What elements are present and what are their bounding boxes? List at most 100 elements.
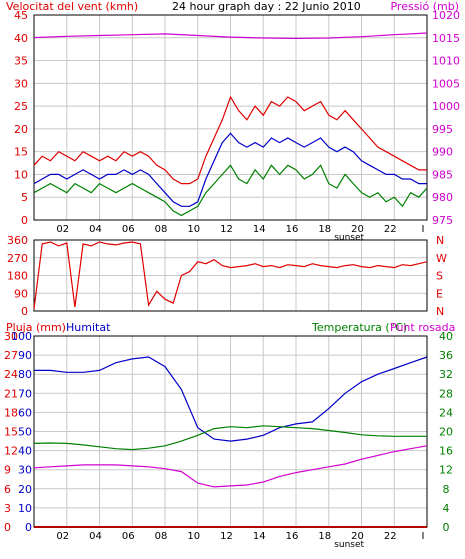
humidity-y-tick-label: 40 [18,445,32,458]
pressure-y-tick-label: 1010 [432,55,460,68]
wind-x-tick-label: 10 [187,224,200,235]
wind-x-tick-label: 04 [89,224,102,235]
wind-x-tick-label: 08 [155,224,168,235]
direction-y-tick-label: 180 [7,270,28,283]
humidity-y-tick-label: 30 [18,464,32,477]
temperature-y-tick-label: 40 [439,330,453,343]
wind-y-tick-label: 25 [14,100,28,113]
direction-cardinal-label: E [436,287,443,300]
direction-cardinal-label: N [436,234,444,247]
pressure-y-tick-label: 1015 [432,32,460,45]
humidity-series [34,356,428,442]
direction-y-tick-label: 360 [7,234,28,247]
direction-cardinal-label: N [436,305,444,318]
climate-x-tick-label: 20 [351,531,364,542]
direction-y-tick-label: 0 [21,305,28,318]
pressure-y-tick-label: 1000 [432,100,460,113]
humidity-y-tick-label: 80 [18,368,32,381]
wind-sunset-label: sunset [334,233,364,243]
humidity-y-tick-label: 10 [18,502,32,515]
direction-cardinal-label: S [436,270,443,283]
humidity-y-tick-label: 100 [11,330,32,343]
wind-gust-series [33,95,427,185]
humidity-y-tick-label: 50 [18,426,32,439]
direction-cardinal-label: W [436,252,447,265]
climate-x-tick-label: 16 [286,531,299,542]
wind-average-series [33,132,427,207]
graph-title: 24 hour graph day : 22 Junio 2010 [172,0,361,13]
pressure-y-tick-label: 980 [432,191,453,204]
wind-direction-series [33,241,428,310]
pressure-y-tick-label: 1020 [432,9,460,22]
rain-y-tick-label: 6 [4,483,11,496]
wind-x-tick-label: 12 [220,224,233,235]
temperature-y-tick-label: 32 [439,368,453,381]
wind-y-tick-label: 15 [14,146,28,159]
wind-y-tick-label: 40 [14,32,28,45]
wind-y-tick-label: 45 [14,9,28,22]
wind-x-tick-label: 16 [286,224,299,235]
wind-x-tick-label: I [422,224,425,235]
humidity-y-tick-label: 70 [18,387,32,400]
wind-x-tick-label: 22 [384,224,397,235]
humidity-y-tick-label: 0 [25,521,32,534]
pressure-axis-title: Pressió (mb) [390,0,459,13]
wind-y-tick-label: 35 [14,55,28,68]
dew-point-series [33,445,428,488]
rain-axis-title: Pluja (mm) [6,321,66,334]
wind-pressure-panel: 0510152025303540459759809859909951000100… [14,9,460,243]
rain-y-tick-label: 27 [4,349,18,362]
rain-y-tick-label: 12 [4,445,18,458]
rain-y-tick-label: 0 [4,521,11,534]
rain-y-tick-label: 3 [4,502,11,515]
rain-humidity-temperature-panel: 0369121518212427300102030405060708090100… [4,330,453,550]
wind-x-tick-label: 18 [318,224,331,235]
wind-x-tick-label: 20 [351,224,364,235]
wind-y-tick-label: 30 [14,77,28,90]
rain-y-tick-label: 9 [4,464,11,477]
rain-y-tick-label: 30 [4,330,18,343]
temperature-y-tick-label: 12 [439,464,453,477]
wind-x-tick-label: 02 [56,224,69,235]
humidity-y-tick-label: 60 [18,406,32,419]
pressure-series [33,32,428,40]
direction-y-tick-label: 90 [14,287,28,300]
wind-y-tick-label: 5 [21,191,28,204]
climate-x-tick-label: 14 [253,531,266,542]
humidity-y-tick-label: 90 [18,349,32,362]
temperature-y-tick-label: 4 [443,502,450,515]
humidity-axis-title: Humitat [66,321,111,334]
temperature-y-tick-label: 24 [439,406,453,419]
rain-y-tick-label: 24 [4,368,18,381]
pressure-y-tick-label: 985 [432,168,453,181]
climate-x-tick-label: 18 [318,531,331,542]
pressure-y-tick-label: 990 [432,146,453,159]
wind-y-tick-label: 0 [21,214,28,227]
humidity-y-tick-label: 20 [18,483,32,496]
climate-sunset-label: sunset [334,540,364,550]
wind-x-tick-label: 06 [122,224,135,235]
rain-y-tick-label: 18 [4,406,18,419]
temperature-series [33,425,427,451]
climate-x-tick-label: 06 [122,531,135,542]
wind-y-tick-label: 10 [14,168,28,181]
climate-x-tick-label: 12 [220,531,233,542]
climate-x-tick-label: 04 [89,531,102,542]
temperature-y-tick-label: 36 [439,349,453,362]
pressure-y-tick-label: 975 [432,214,453,227]
temperature-y-tick-label: 28 [439,387,453,400]
dew-point-axis-title: Punt rosada [390,321,455,334]
climate-x-tick-label: I [422,531,425,542]
temperature-y-tick-label: 20 [439,426,453,439]
direction-y-tick-label: 270 [7,252,28,265]
wind-speed-axis-title: Velocitat del vent (kmh) [6,0,138,13]
climate-x-tick-label: 10 [187,531,200,542]
temperature-y-tick-label: 0 [443,521,450,534]
direction-frame [33,239,428,312]
climate-x-tick-label: 08 [155,531,168,542]
pressure-y-tick-label: 995 [432,123,453,136]
climate-x-tick-label: 02 [56,531,69,542]
